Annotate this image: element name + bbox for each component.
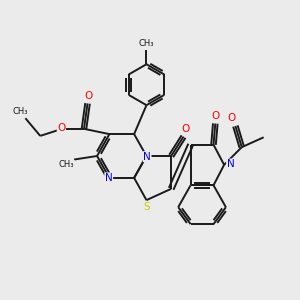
Text: N: N — [105, 173, 112, 183]
Text: CH₃: CH₃ — [139, 39, 154, 48]
Text: CH₃: CH₃ — [58, 160, 74, 169]
Text: N: N — [143, 152, 151, 162]
Text: O: O — [227, 113, 235, 123]
Text: O: O — [57, 123, 65, 133]
Text: O: O — [211, 111, 219, 121]
Text: N: N — [226, 159, 234, 169]
Text: O: O — [181, 124, 189, 134]
Text: O: O — [84, 91, 92, 100]
Text: S: S — [143, 202, 150, 212]
Text: CH₃: CH₃ — [12, 107, 28, 116]
